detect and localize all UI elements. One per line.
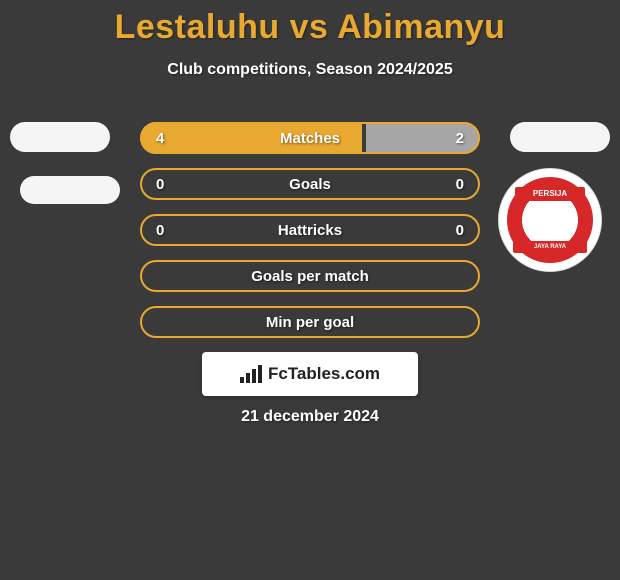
player-left-photo-2 [20,176,120,204]
club-badge-top-text: PERSIJA [515,187,585,201]
stat-left-value: 0 [156,176,216,193]
stat-label: Hattricks [216,222,404,239]
player-right-photo [510,122,610,152]
stats-container: 4Matches20Goals00Hattricks0Goals per mat… [140,122,480,352]
bar-chart-icon [240,365,262,383]
stat-label: Matches [216,130,404,147]
brand-text: FcTables.com [268,364,380,384]
stat-label: Min per goal [216,314,404,331]
stat-row: 4Matches2 [140,122,480,154]
brand-footer: FcTables.com [202,352,418,396]
stat-left-value: 0 [156,222,216,239]
stat-row: Goals per match [140,260,480,292]
club-badge-bottom-text: JAYA RAYA [513,241,587,253]
stat-label: Goals per match [216,268,404,285]
page-title: Lestaluhu vs Abimanyu [0,0,620,47]
stat-right-value: 0 [404,222,464,239]
stat-left-value: 4 [156,130,216,147]
stat-row: 0Hattricks0 [140,214,480,246]
stat-row: 0Goals0 [140,168,480,200]
stat-row: Min per goal [140,306,480,338]
page-subtitle: Club competitions, Season 2024/2025 [0,61,620,79]
stat-right-value: 0 [404,176,464,193]
stat-right-value: 2 [404,130,464,147]
player-left-photo [10,122,110,152]
stat-label: Goals [216,176,404,193]
club-badge: PERSIJA JAYA RAYA [498,168,602,272]
footer-date: 21 december 2024 [0,408,620,426]
